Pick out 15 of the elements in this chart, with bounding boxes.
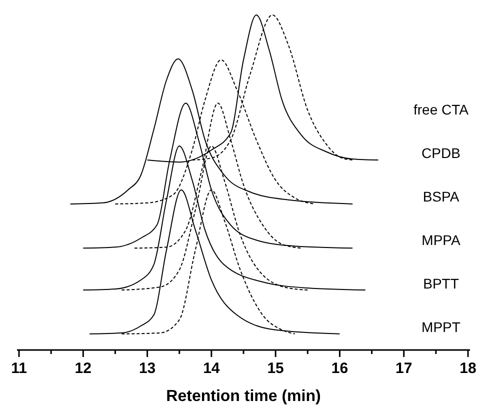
annotation: BSPA [422,188,460,204]
x-tick-label: 17 [396,360,412,377]
annotation: MPPT [422,319,461,335]
x-axis-title: Retention time (min) [166,388,321,405]
x-tick-label: 12 [74,360,92,377]
x-tick-label: 16 [331,360,348,377]
x-tick-label: 14 [203,360,220,377]
x-tick-label: 13 [138,360,156,377]
annotation: BPTT [423,276,460,292]
annotation: MPPA [422,232,461,248]
annotation: free CTA [414,102,470,118]
x-tick-label: 15 [267,360,284,377]
annotation: CPDB [422,145,460,161]
x-tick-label: 18 [460,360,476,377]
x-tick-label: 11 [11,360,27,377]
